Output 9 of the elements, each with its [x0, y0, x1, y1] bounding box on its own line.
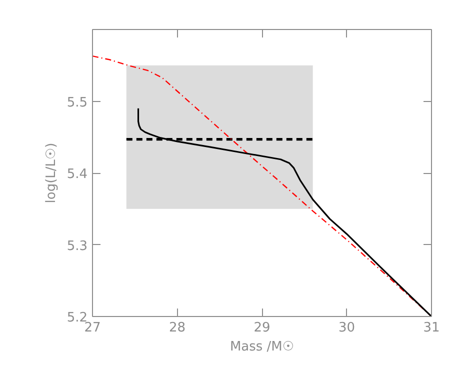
x-tick-label: 31 — [423, 320, 440, 336]
y-tick-label: 5.3 — [66, 238, 88, 254]
y-tick-label: 5.5 — [66, 95, 88, 110]
x-tick-label: 29 — [254, 320, 270, 336]
x-tick-label: 30 — [338, 320, 356, 336]
x-axis-title: Mass /M☉ — [230, 340, 294, 354]
y-axis-title: log(L/L☉) — [44, 142, 59, 204]
x-tick-label: 28 — [168, 320, 186, 336]
y-tick-label: 5.4 — [66, 167, 88, 182]
